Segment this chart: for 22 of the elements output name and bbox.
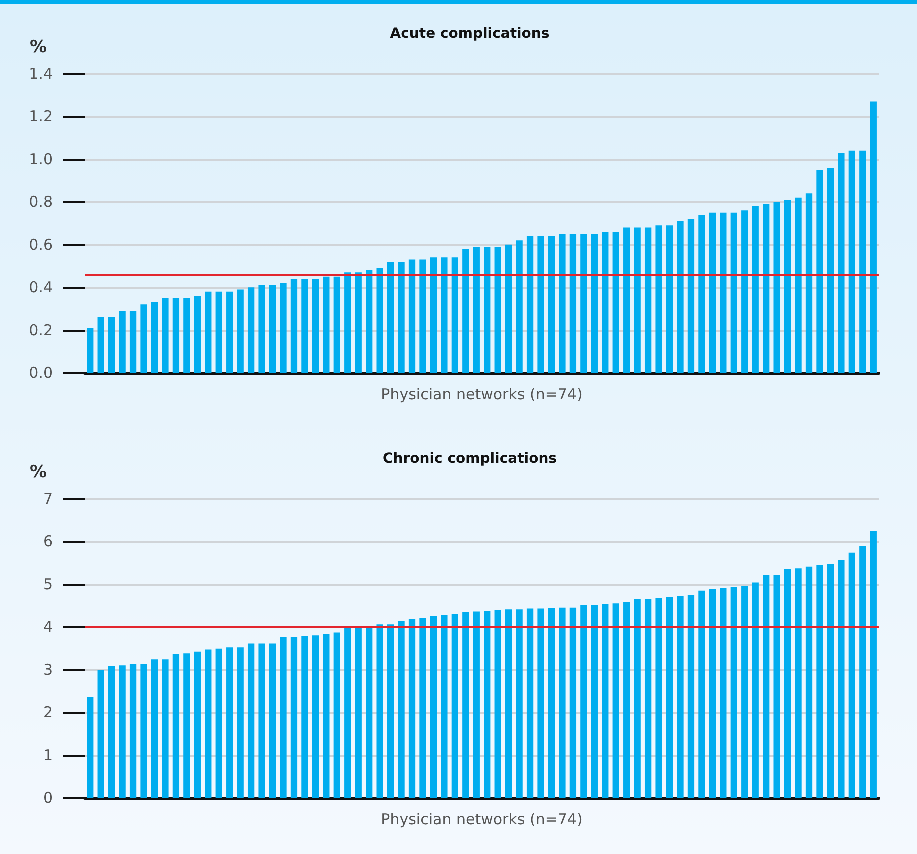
- y-tick-label: 3: [43, 660, 53, 679]
- y-tick-label: 0.4: [29, 278, 53, 297]
- y-tick-label: 5: [43, 575, 53, 594]
- y-tick-label: 0.2: [29, 321, 53, 340]
- y-tick-label: 6: [43, 532, 53, 551]
- y-tick-label: 2: [43, 704, 53, 722]
- y-tick-label: 1.2: [29, 108, 53, 126]
- y-tick-label: 0: [43, 789, 53, 807]
- y-tick-label: 1.4: [29, 65, 53, 83]
- y-tick-label: 7: [43, 490, 53, 508]
- y-axis-title: %: [30, 38, 47, 58]
- y-tick-label: 0.0: [29, 364, 53, 382]
- x-axis-title: Physician networks (n=74): [381, 386, 583, 404]
- y-axis-title: %: [30, 462, 47, 482]
- y-tick-label: 0.6: [29, 236, 53, 254]
- y-tick-label: 1: [43, 746, 53, 764]
- chart-title: Chronic complications: [383, 451, 557, 467]
- y-tick-label: 0.8: [29, 193, 53, 212]
- x-axis-title: Physician networks (n=74): [381, 810, 583, 828]
- chart-title: Acute complications: [390, 26, 550, 42]
- y-tick-label: 1.0: [29, 150, 53, 168]
- y-tick-label: 4: [43, 618, 53, 636]
